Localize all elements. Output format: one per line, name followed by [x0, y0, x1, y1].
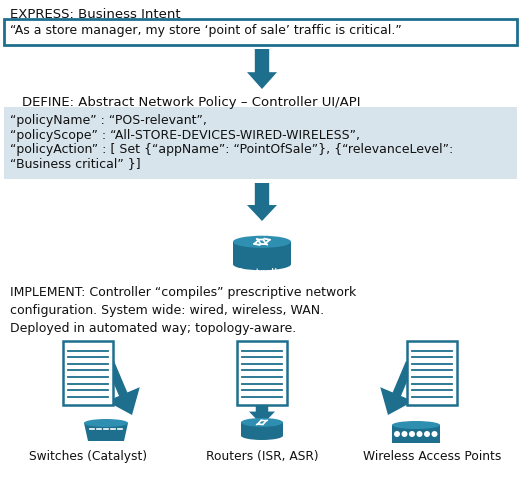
- Ellipse shape: [84, 419, 128, 427]
- FancyBboxPatch shape: [237, 341, 287, 405]
- Text: DEFINE: Abstract Network Policy – Controller UI/API: DEFINE: Abstract Network Policy – Contro…: [22, 96, 360, 109]
- Polygon shape: [247, 184, 277, 221]
- Text: Wireless Access Points: Wireless Access Points: [363, 449, 501, 462]
- Polygon shape: [380, 362, 414, 415]
- Circle shape: [409, 431, 415, 437]
- FancyBboxPatch shape: [407, 341, 457, 405]
- Circle shape: [431, 431, 438, 437]
- Ellipse shape: [233, 236, 291, 248]
- Circle shape: [394, 431, 400, 437]
- Polygon shape: [241, 422, 283, 436]
- Ellipse shape: [392, 421, 440, 429]
- Polygon shape: [392, 425, 440, 443]
- Text: “policyAction” : [ Set {“appName”: “PointOfSale”}, {“relevanceLevel”:: “policyAction” : [ Set {“appName”: “Poin…: [10, 143, 453, 156]
- Polygon shape: [84, 423, 128, 441]
- Polygon shape: [233, 242, 291, 265]
- Circle shape: [416, 431, 423, 437]
- FancyBboxPatch shape: [4, 108, 517, 180]
- Text: IMPLEMENT: Controller “compiles” prescriptive network
configuration. System wide: IMPLEMENT: Controller “compiles” prescri…: [10, 286, 356, 334]
- FancyBboxPatch shape: [4, 20, 517, 46]
- Text: Controller: Controller: [234, 268, 289, 278]
- Polygon shape: [247, 50, 277, 90]
- Text: Switches (Catalyst): Switches (Catalyst): [29, 449, 147, 462]
- Circle shape: [402, 431, 407, 437]
- Ellipse shape: [233, 259, 291, 271]
- Text: “policyScope” : “All-STORE-DEVICES-WIRED-WIRELESS”,: “policyScope” : “All-STORE-DEVICES-WIRED…: [10, 128, 360, 141]
- Text: Routers (ISR, ASR): Routers (ISR, ASR): [206, 449, 319, 462]
- FancyBboxPatch shape: [63, 341, 113, 405]
- Text: EXPRESS: Business Intent: EXPRESS: Business Intent: [10, 8, 180, 21]
- Ellipse shape: [241, 418, 283, 427]
- Polygon shape: [106, 362, 140, 415]
- Circle shape: [424, 431, 430, 437]
- Text: “policyName” : “POS-relevant”,: “policyName” : “POS-relevant”,: [10, 114, 207, 127]
- Polygon shape: [249, 393, 275, 425]
- Text: “As a store manager, my store ‘point of sale’ traffic is critical.”: “As a store manager, my store ‘point of …: [10, 24, 402, 37]
- Text: “Business critical” }]: “Business critical” }]: [10, 157, 141, 170]
- Ellipse shape: [241, 431, 283, 440]
